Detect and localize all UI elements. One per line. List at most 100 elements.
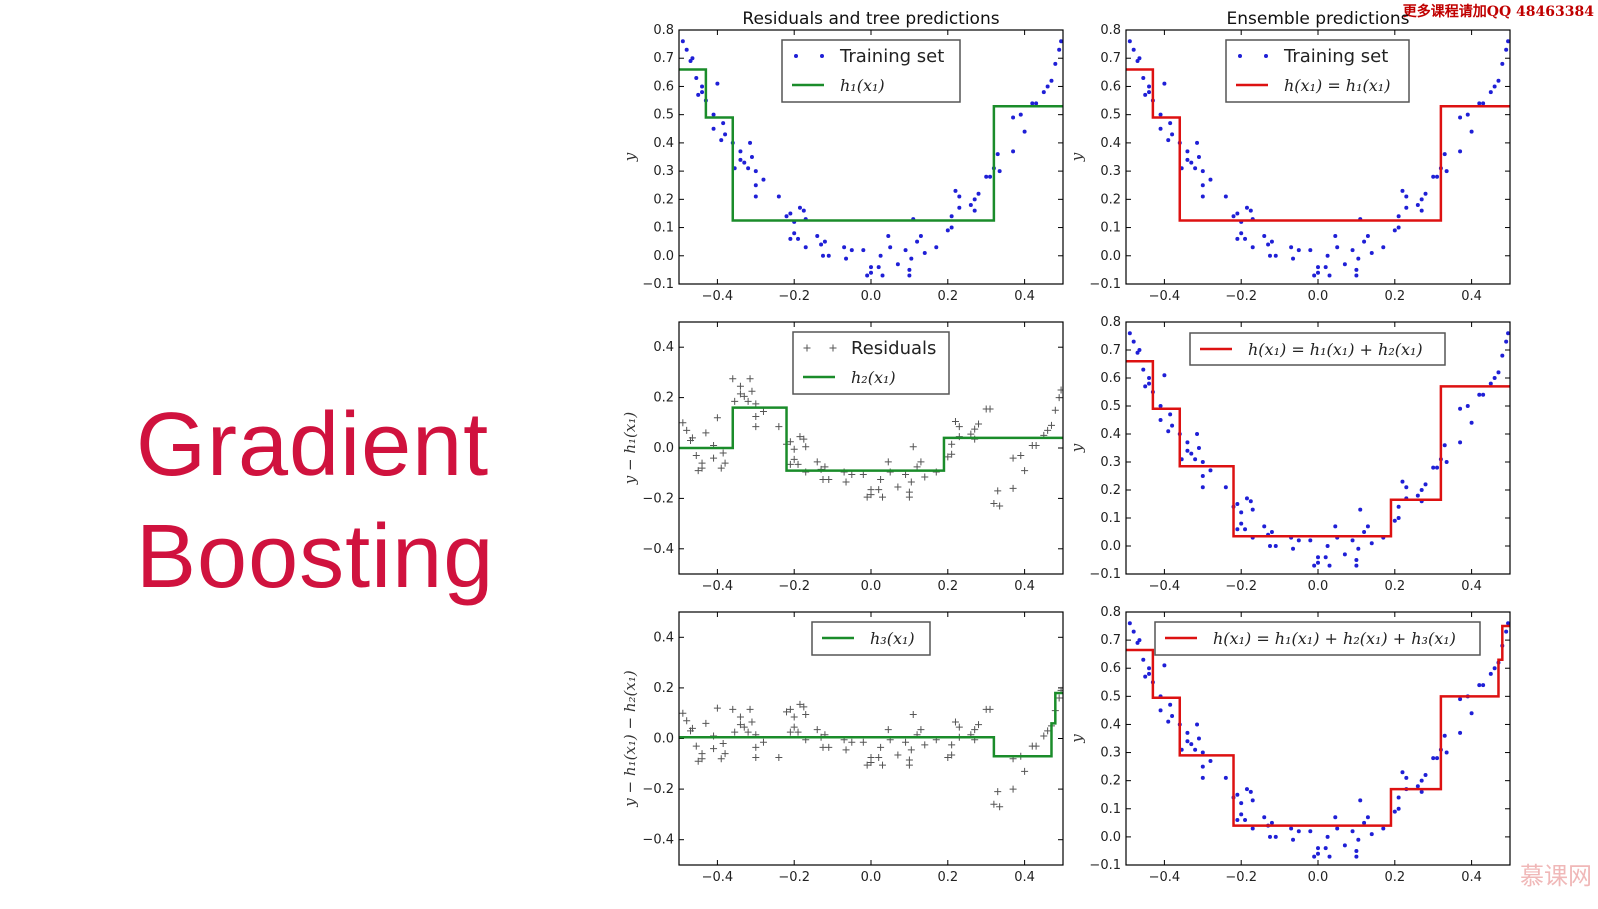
x-tick-label: −0.2	[778, 579, 810, 594]
training-point	[822, 239, 827, 244]
ensemble-prediction-line	[1126, 359, 1510, 538]
training-point	[1396, 214, 1401, 219]
legend-label: h₁(x₁)	[840, 76, 885, 95]
training-point	[1316, 270, 1320, 275]
residual-point	[909, 710, 917, 718]
training-point	[1312, 273, 1317, 278]
training-point	[1168, 412, 1173, 417]
training-point	[1333, 234, 1338, 239]
plot-title: Residuals and tree predictions	[742, 9, 999, 29]
training-point	[1458, 115, 1463, 120]
residual-point	[842, 478, 850, 486]
y-tick-label: 0.8	[653, 23, 674, 38]
training-point	[711, 112, 716, 117]
training-point	[1273, 544, 1278, 548]
training-point	[895, 262, 900, 267]
residual-point	[921, 473, 929, 481]
training-point	[1488, 671, 1493, 676]
training-point	[1147, 84, 1152, 89]
training-point	[1147, 671, 1152, 676]
residual-point	[775, 423, 783, 431]
x-tick-label: 0.0	[861, 289, 882, 304]
training-point	[784, 214, 789, 219]
y-tick-label: 0.6	[1100, 661, 1121, 676]
residual-point	[990, 499, 998, 507]
y-tick-label: 0.2	[653, 192, 674, 207]
legend-label: h(x₁) = h₁(x₁) + h₂(x₁) + h₃(x₁)	[1213, 629, 1456, 648]
residual-point	[955, 723, 963, 731]
legend-label: Residuals	[851, 338, 936, 359]
training-point	[1185, 157, 1190, 162]
training-point	[888, 245, 893, 250]
x-tick-label: 0.4	[1461, 579, 1482, 594]
plot-area	[1126, 621, 1510, 859]
residual-point	[1009, 484, 1017, 492]
training-point	[1369, 832, 1374, 837]
training-point	[1392, 518, 1397, 523]
residual-point	[877, 476, 885, 483]
residual-point	[721, 459, 729, 467]
residual-point	[948, 741, 956, 749]
training-point	[1415, 493, 1420, 498]
y-tick-label: 0.0	[1100, 830, 1121, 845]
training-point	[842, 245, 847, 250]
y-tick-label: 0.2	[653, 681, 674, 696]
training-point	[1168, 702, 1173, 707]
training-point	[1356, 546, 1361, 551]
residual-point	[902, 738, 910, 746]
y-axis-label: y − h₁(x₁)	[621, 412, 639, 486]
x-tick-label: −0.4	[1149, 870, 1181, 885]
training-point	[1296, 538, 1301, 543]
training-point	[1296, 248, 1301, 253]
training-point	[1223, 194, 1228, 199]
training-point	[1365, 815, 1370, 820]
axes-frame	[1125, 611, 1511, 866]
y-tick-label: −0.4	[642, 833, 674, 848]
residual-point	[748, 718, 756, 726]
residual-point	[740, 392, 748, 400]
residual-point	[986, 405, 994, 413]
residual-point	[740, 723, 748, 731]
training-point	[1354, 848, 1359, 853]
residual-point	[752, 413, 760, 420]
training-point	[1504, 339, 1509, 344]
training-point	[1143, 92, 1148, 97]
training-point	[1404, 205, 1409, 210]
training-point	[1289, 245, 1294, 250]
axes-frame	[678, 29, 1064, 285]
legend-label: h₃(x₁)	[870, 629, 915, 648]
y-axis-label: y	[621, 152, 639, 162]
training-point	[1354, 563, 1359, 568]
y-tick-label: 0.4	[653, 630, 674, 645]
training-point	[1431, 465, 1436, 470]
residual-point	[902, 470, 910, 478]
training-point	[1396, 516, 1401, 520]
legend-label: h(x₁) = h₁(x₁) + h₂(x₁)	[1248, 340, 1423, 359]
residual-point	[1009, 785, 1017, 793]
training-point	[1208, 758, 1213, 763]
training-point	[1323, 555, 1328, 560]
training-point	[1469, 420, 1474, 425]
training-point	[694, 75, 699, 80]
y-tick-label: 0.1	[653, 221, 674, 236]
residual-point	[713, 704, 721, 712]
training-point	[1200, 474, 1205, 478]
y-tick-label: 0.0	[1100, 249, 1121, 264]
legend-label: h₂(x₁)	[851, 368, 896, 387]
training-point	[1018, 112, 1023, 117]
x-tick-label: 0.4	[1461, 289, 1482, 304]
training-point	[1248, 208, 1253, 213]
training-point	[1369, 541, 1374, 546]
training-point	[922, 250, 927, 255]
training-point	[1358, 798, 1363, 803]
training-point	[1316, 265, 1320, 270]
residual-point	[794, 460, 802, 468]
training-point	[1323, 265, 1328, 270]
training-point	[1323, 846, 1328, 851]
residual-point	[848, 738, 856, 746]
axes-frame	[678, 611, 1064, 866]
training-point	[1200, 485, 1205, 490]
plot-area	[1126, 39, 1510, 278]
residual-point	[907, 746, 915, 754]
